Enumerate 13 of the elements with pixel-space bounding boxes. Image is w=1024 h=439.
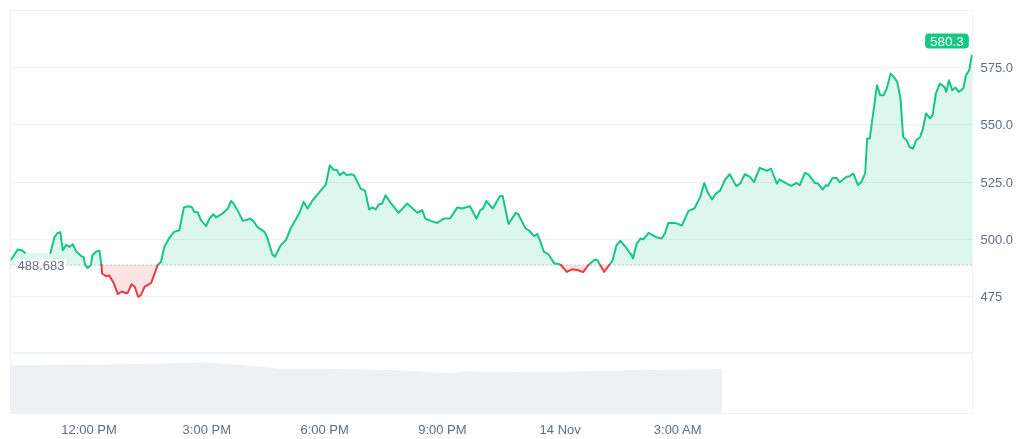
x-tick-label: 3:00 PM <box>182 421 232 437</box>
x-tick-label: 9:00 PM <box>418 421 467 437</box>
annotation: 580.3 <box>930 33 964 49</box>
y-tick-label: 500.0 <box>980 231 1014 247</box>
y-tick-label: 550.0 <box>980 117 1014 133</box>
x-tick-label: 6:00 PM <box>300 421 349 437</box>
x-tick-label: 14 Nov <box>539 421 582 437</box>
y-tick-label: 575.0 <box>980 60 1014 76</box>
x-tick-label: 3:00 AM <box>653 421 702 437</box>
y-tick-label: 525.0 <box>980 174 1014 190</box>
x-tick-label: 12:00 PM <box>61 421 117 437</box>
y-tick-label: 475 <box>980 288 1003 304</box>
ref-line-label: 488.683 <box>17 257 65 273</box>
